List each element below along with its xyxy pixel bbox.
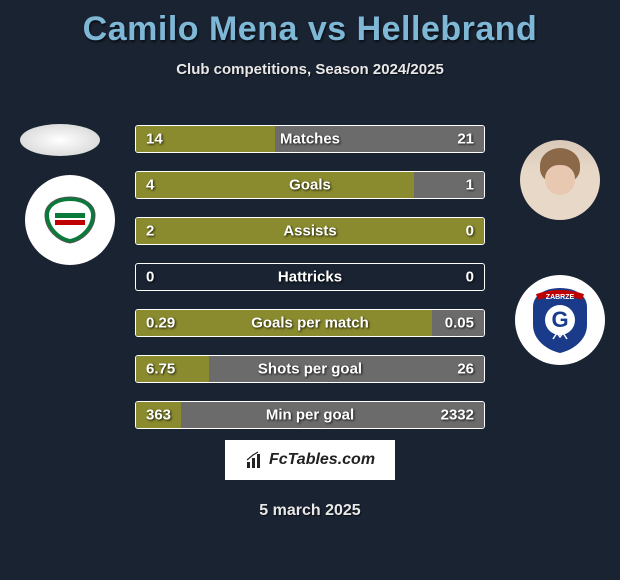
comparison-date: 5 march 2025 [0,502,620,520]
stat-label: Shots per goal [136,361,484,378]
club-crest-icon: ZABRZE G [525,285,595,355]
stat-row: 6.7526Shots per goal [135,355,485,383]
stat-label: Goals [136,177,484,194]
comparison-subtitle: Club competitions, Season 2024/2025 [0,61,620,78]
svg-text:G: G [551,307,568,332]
stat-row: 3632332Min per goal [135,401,485,429]
stat-row: 1421Matches [135,125,485,153]
stat-row: 20Assists [135,217,485,245]
stat-label: Min per goal [136,407,484,424]
chart-icon [245,450,265,470]
stat-label: Goals per match [136,315,484,332]
player-right-avatar [520,140,600,220]
stat-row: 00Hattricks [135,263,485,291]
brand-label: FcTables.com [269,451,375,469]
player-left-avatar [20,124,100,156]
stat-row: 41Goals [135,171,485,199]
stat-row: 0.290.05Goals per match [135,309,485,337]
stats-container: 1421Matches 41Goals 20Assists 00Hattricks 0.… [135,125,485,447]
stat-label: Hattricks [136,269,484,286]
brand-badge[interactable]: FcTables.com [225,440,395,480]
stat-label: Assists [136,223,484,240]
comparison-title: Camilo Mena vs Hellebrand [0,0,620,49]
club-crest-icon [40,195,100,245]
stat-label: Matches [136,131,484,148]
player-right-club-badge: ZABRZE G [515,275,605,365]
svg-text:ZABRZE: ZABRZE [546,294,575,301]
player-left-club-badge [25,175,115,265]
